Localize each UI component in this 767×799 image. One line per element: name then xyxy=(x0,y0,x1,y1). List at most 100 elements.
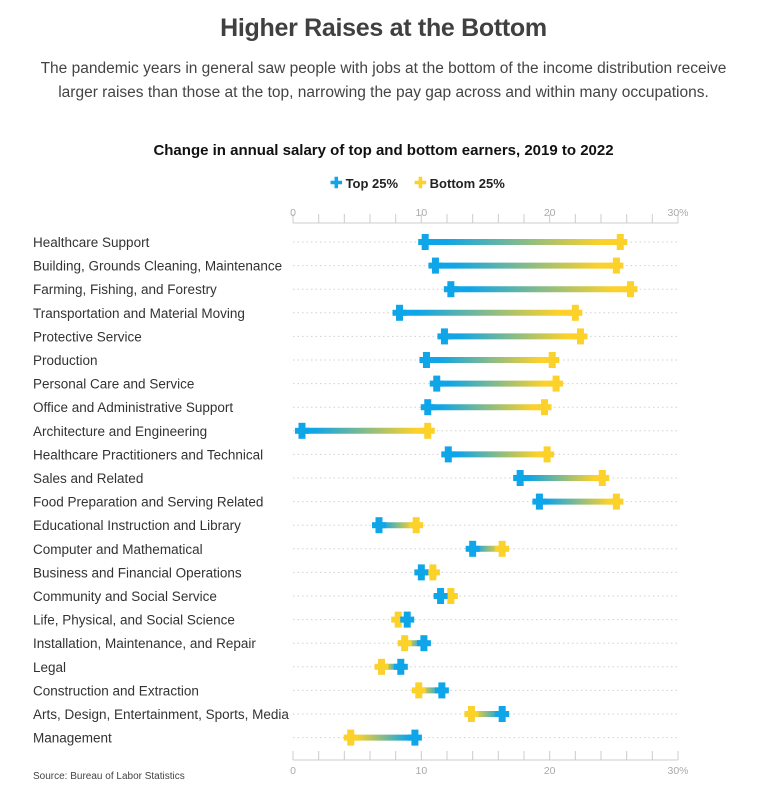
top-25-marker xyxy=(443,281,458,298)
bottom-25-marker xyxy=(397,635,412,652)
chart-row: Farming, Fishing, and Forestry xyxy=(33,281,678,298)
category-label: Community and Social Service xyxy=(33,589,217,604)
chart-row: Community and Social Service xyxy=(33,588,678,604)
bottom-tick-label: 10 xyxy=(415,765,427,777)
bottom-25-marker xyxy=(573,328,588,345)
top-25-marker xyxy=(294,422,309,439)
top-25-marker xyxy=(428,257,443,274)
category-label: Business and Financial Operations xyxy=(33,565,242,580)
top-25-marker xyxy=(400,611,415,628)
chart-row: Educational Instruction and Library xyxy=(33,517,678,534)
chart-row: Legal xyxy=(33,658,678,675)
category-label: Legal xyxy=(33,660,66,675)
bottom-tick-label: 30% xyxy=(667,765,688,777)
category-label: Installation, Maintenance, and Repair xyxy=(33,636,256,651)
top-25-marker xyxy=(392,304,407,321)
bottom-25-marker xyxy=(420,422,435,439)
category-label: Transportation and Material Moving xyxy=(33,306,245,321)
chart-row: Architecture and Engineering xyxy=(33,422,678,439)
top-25-marker xyxy=(465,540,480,557)
legend-label-top: Top 25% xyxy=(345,176,399,191)
bottom-25-marker xyxy=(464,706,479,722)
top-25-marker xyxy=(433,588,448,604)
category-label: Production xyxy=(33,353,98,368)
plus-icon: ✚ xyxy=(330,175,343,192)
bottom-25-marker xyxy=(623,281,638,298)
category-label: Personal Care and Service xyxy=(33,377,194,392)
category-label: Building, Grounds Cleaning, Maintenance xyxy=(33,259,282,274)
bottom-25-marker xyxy=(609,257,624,274)
category-label: Food Preparation and Serving Related xyxy=(33,495,263,510)
bottom-tick-label: 0 xyxy=(290,765,296,777)
bottom-25-marker xyxy=(613,234,628,250)
chart-row: Business and Financial Operations xyxy=(33,564,678,581)
chart-row: Building, Grounds Cleaning, Maintenance xyxy=(33,257,678,274)
top-25-marker xyxy=(429,375,444,392)
chart-row: Office and Administrative Support xyxy=(33,399,678,416)
top-25-marker xyxy=(437,328,452,345)
chart-row: Construction and Extraction xyxy=(33,682,678,699)
top-25-marker xyxy=(414,564,429,581)
category-label: Educational Instruction and Library xyxy=(33,518,241,533)
category-label: Protective Service xyxy=(33,329,142,344)
chart-row: Management xyxy=(33,729,678,746)
legend: ✚ Top 25% ✚ Bottom 25% xyxy=(330,176,505,191)
plus-icon: ✚ xyxy=(414,175,427,192)
chart-row: Computer and Mathematical xyxy=(33,540,678,557)
x-axis-top: 0 10 20 30% xyxy=(290,207,689,224)
chart-row: Life, Physical, and Social Science xyxy=(33,611,678,628)
top-25-marker xyxy=(418,234,433,250)
top-25-marker xyxy=(532,493,547,510)
chart-row: Personal Care and Service xyxy=(33,375,678,392)
top-25-marker xyxy=(495,706,510,722)
bottom-25-marker xyxy=(374,658,389,675)
chart-row: Installation, Maintenance, and Repair xyxy=(33,635,678,652)
bottom-25-marker xyxy=(409,517,424,534)
bottom-25-marker xyxy=(391,611,406,628)
bottom-25-marker xyxy=(495,540,510,557)
chart-row: Transportation and Material Moving xyxy=(33,304,678,321)
category-label: Construction and Extraction xyxy=(33,683,199,698)
legend-item-bottom: ✚ Bottom 25% xyxy=(414,176,505,191)
legend-item-top: ✚ Top 25% xyxy=(330,176,398,191)
chart-row: Healthcare Practitioners and Technical xyxy=(33,446,678,463)
top-tick-label: 10 xyxy=(415,207,427,219)
top-25-marker xyxy=(434,682,449,699)
chart-rows: Healthcare Support Building, Grounds Clea… xyxy=(33,234,678,746)
top-tick-label: 0 xyxy=(290,207,296,219)
bottom-25-marker xyxy=(343,729,358,746)
chart-row: Protective Service xyxy=(33,328,678,345)
top-tick-label: 20 xyxy=(544,207,556,219)
top-25-marker xyxy=(420,399,435,416)
category-label: Farming, Fishing, and Forestry xyxy=(33,282,217,297)
chart-row: Production xyxy=(33,352,678,368)
chart-row: Sales and Related xyxy=(33,470,678,486)
top-25-marker xyxy=(393,658,408,675)
bottom-25-marker xyxy=(595,470,610,486)
bottom-25-marker xyxy=(545,352,560,368)
category-label: Computer and Mathematical xyxy=(33,542,203,557)
bottom-25-marker xyxy=(568,304,583,321)
bottom-25-marker xyxy=(425,564,440,581)
top-25-marker xyxy=(407,729,422,746)
category-label: Management xyxy=(33,731,112,746)
category-label: Healthcare Support xyxy=(33,235,150,250)
top-tick-label: 30% xyxy=(667,207,688,219)
bottom-tick-label: 20 xyxy=(544,765,556,777)
chart-row: Food Preparation and Serving Related xyxy=(33,493,678,510)
source-note: Source: Bureau of Labor Statistics xyxy=(33,771,185,782)
category-label: Life, Physical, and Social Science xyxy=(33,613,235,628)
bottom-25-marker xyxy=(411,682,426,699)
bottom-25-marker xyxy=(549,375,564,392)
bottom-25-marker xyxy=(537,399,552,416)
category-label: Arts, Design, Entertainment, Sports, Med… xyxy=(33,707,289,722)
category-label: Office and Administrative Support xyxy=(33,400,233,415)
chart-title: Change in annual salary of top and botto… xyxy=(153,142,614,159)
chart-row: Arts, Design, Entertainment, Sports, Med… xyxy=(33,706,678,722)
category-label: Sales and Related xyxy=(33,471,143,486)
top-25-marker xyxy=(419,352,434,368)
top-25-marker xyxy=(513,470,528,486)
bottom-25-marker xyxy=(443,588,458,604)
top-25-marker xyxy=(441,446,456,463)
